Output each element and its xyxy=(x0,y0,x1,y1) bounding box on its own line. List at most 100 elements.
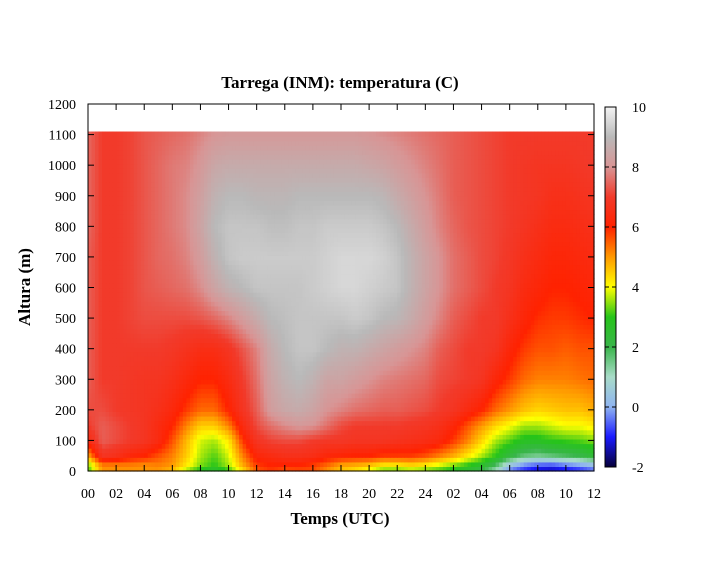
heatmap-cell xyxy=(291,406,296,412)
heatmap-cell xyxy=(383,406,388,412)
heatmap-cell xyxy=(397,337,402,344)
heatmap-cell xyxy=(562,333,567,339)
heatmap-cell xyxy=(467,411,472,417)
heatmap-cell xyxy=(449,365,455,371)
heatmap-cell xyxy=(481,443,486,449)
heatmap-cell xyxy=(207,356,212,362)
heatmap-cell xyxy=(456,425,462,431)
heatmap-cell xyxy=(112,406,117,412)
heatmap-cell xyxy=(119,383,124,390)
heatmap-cell xyxy=(263,393,268,399)
heatmap-cell xyxy=(298,420,303,426)
heatmap-cell xyxy=(544,319,549,325)
heatmap-cell xyxy=(527,434,532,440)
heatmap-cell xyxy=(583,402,588,408)
heatmap-cell xyxy=(534,406,539,412)
heatmap-cell xyxy=(95,438,100,445)
heatmap-cell xyxy=(137,406,142,412)
heatmap-cell xyxy=(544,461,549,468)
heatmap-cell xyxy=(295,347,300,353)
heatmap-cell xyxy=(523,452,528,458)
heatmap-cell xyxy=(583,415,588,422)
heatmap-cell xyxy=(323,365,328,371)
heatmap-cell xyxy=(277,425,282,431)
heatmap-cell xyxy=(488,365,493,371)
heatmap-cell xyxy=(242,406,247,412)
heatmap-cell xyxy=(393,397,398,403)
heatmap-cell xyxy=(126,438,131,445)
heatmap-cell xyxy=(404,383,409,390)
heatmap-cell xyxy=(193,402,198,408)
heatmap-cell xyxy=(309,457,314,463)
heatmap-cell xyxy=(463,315,469,321)
heatmap-cell xyxy=(407,374,412,380)
heatmap-cell xyxy=(235,420,240,426)
heatmap-cell xyxy=(263,374,268,380)
heatmap-cell xyxy=(372,420,377,426)
heatmap-cell xyxy=(123,457,128,463)
heatmap-cell xyxy=(277,393,282,399)
heatmap-cell xyxy=(527,356,532,362)
heatmap-cell xyxy=(351,337,356,344)
heatmap-cell xyxy=(425,397,430,403)
heatmap-cell xyxy=(119,411,124,417)
heatmap-cell xyxy=(499,356,504,362)
heatmap-cell xyxy=(326,448,332,454)
heatmap-cell xyxy=(277,448,282,454)
heatmap-cell xyxy=(569,393,574,399)
heatmap-cell xyxy=(446,379,451,385)
heatmap-cell xyxy=(323,438,328,445)
heatmap-cell xyxy=(305,379,310,385)
heatmap-cell xyxy=(179,356,184,362)
heatmap-cell xyxy=(277,356,282,362)
heatmap-cell xyxy=(576,448,581,454)
heatmap-cell xyxy=(478,351,483,357)
heatmap-cell xyxy=(291,434,296,440)
heatmap-cell xyxy=(235,351,240,357)
heatmap-cell xyxy=(492,429,497,435)
heatmap-cell xyxy=(418,383,423,390)
heatmap-cell xyxy=(369,360,374,367)
heatmap-cell xyxy=(513,443,518,449)
heatmap-cell xyxy=(390,443,395,449)
heatmap-cell xyxy=(478,328,483,334)
heatmap-cell xyxy=(362,406,367,412)
heatmap-cell xyxy=(421,402,426,408)
heatmap-cell xyxy=(267,411,272,417)
heatmap-cell xyxy=(119,448,124,454)
heatmap-cell xyxy=(182,315,187,321)
heatmap-cell xyxy=(102,397,107,403)
heatmap-cell xyxy=(210,315,216,321)
heatmap-cell xyxy=(333,365,339,371)
heatmap-cell xyxy=(348,452,353,458)
heatmap-cell xyxy=(369,324,374,330)
heatmap-cell xyxy=(151,411,156,417)
heatmap-cell xyxy=(333,328,339,334)
heatmap-cell xyxy=(196,324,202,330)
heatmap-cell xyxy=(541,347,546,353)
heatmap-cell xyxy=(196,370,202,376)
heatmap-cell xyxy=(312,406,317,412)
heatmap-cell xyxy=(123,310,128,316)
heatmap-cell xyxy=(341,319,346,325)
heatmap-cell xyxy=(316,351,321,357)
heatmap-cell xyxy=(137,365,142,371)
heatmap-cell xyxy=(144,319,149,325)
heatmap-cell xyxy=(200,452,205,458)
heatmap-cell xyxy=(274,420,279,426)
heatmap-cell xyxy=(551,383,556,390)
heatmap-cell xyxy=(534,457,539,463)
heatmap-cell xyxy=(309,374,314,380)
heatmap-cell xyxy=(537,402,542,408)
heatmap-cell xyxy=(221,411,226,417)
heatmap-cell xyxy=(228,342,233,348)
heatmap-cell xyxy=(516,466,521,472)
heatmap-cell xyxy=(330,374,335,380)
heatmap-cell xyxy=(439,393,444,399)
heatmap-cell xyxy=(565,319,570,325)
heatmap-cell xyxy=(586,402,592,408)
heatmap-cell xyxy=(253,383,258,390)
heatmap-cell xyxy=(365,328,370,334)
heatmap-cell xyxy=(218,333,223,339)
heatmap-cell xyxy=(316,356,321,362)
